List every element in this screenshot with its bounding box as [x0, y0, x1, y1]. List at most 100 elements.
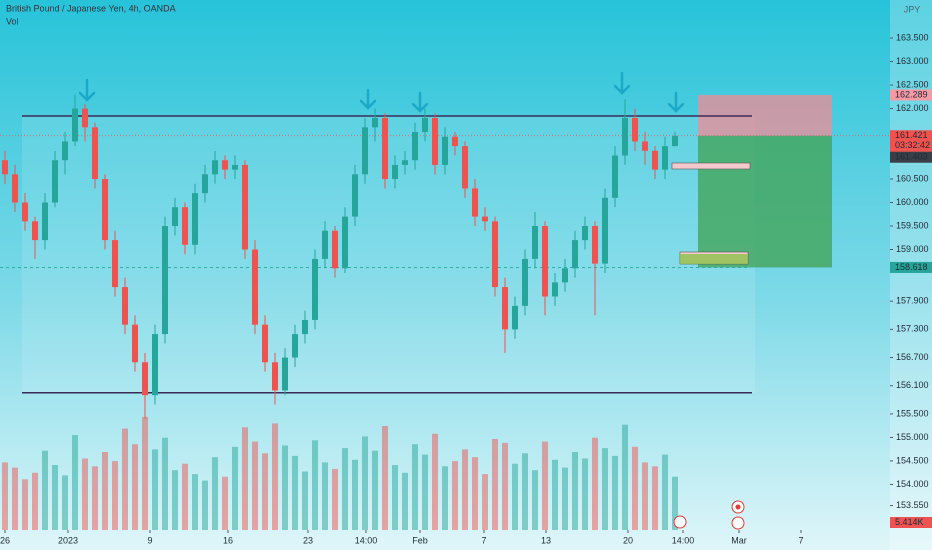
- volume-bar: [622, 424, 628, 530]
- x-tick-label: Mar: [731, 535, 747, 545]
- price-tag: [890, 261, 932, 273]
- candle-body: [282, 357, 288, 391]
- volume-bar: [192, 474, 198, 530]
- candle-body: [112, 240, 118, 288]
- volume-bar: [412, 444, 418, 530]
- volume-bar: [432, 433, 438, 530]
- volume-bar: [402, 472, 408, 530]
- candle-body: [182, 207, 188, 245]
- candle-body: [572, 240, 578, 269]
- volume-bar: [382, 426, 388, 530]
- volume-bar: [262, 453, 268, 530]
- volume-bar: [372, 450, 378, 530]
- volume-bar: [392, 465, 398, 530]
- candle-body: [482, 216, 488, 222]
- volume-bar: [242, 427, 248, 530]
- countdown: 03:32:42: [895, 140, 930, 150]
- price-layer: [0, 94, 890, 419]
- x-tick-label: 23: [303, 535, 313, 545]
- target-zone: [698, 135, 832, 268]
- candle-body: [42, 202, 48, 241]
- candle-body: [232, 164, 238, 170]
- volume-bar: [462, 449, 468, 530]
- candle-body: [372, 117, 378, 128]
- volume-bar: [302, 471, 308, 530]
- arrows: [78, 71, 685, 113]
- candle-body: [522, 258, 528, 306]
- volume-bar: [332, 468, 338, 530]
- volume-bar: [472, 457, 478, 530]
- volume-bar: [92, 466, 98, 530]
- x-tick-label: 13: [541, 535, 551, 545]
- volume-label: Vol: [6, 16, 19, 26]
- volume-bar: [22, 479, 28, 530]
- icon[interactable]: [731, 516, 745, 530]
- candle-body: [142, 362, 148, 396]
- candle-body: [332, 230, 338, 269]
- x-tick-label: 14:00: [355, 535, 378, 545]
- volume-bar: [272, 423, 278, 530]
- volume-bar: [662, 454, 668, 530]
- volume-bar: [232, 446, 238, 530]
- icon[interactable]: [673, 515, 687, 529]
- candle-body: [32, 221, 38, 241]
- volume-bar: [502, 442, 508, 530]
- candle-body: [652, 150, 658, 170]
- candle-body: [422, 117, 428, 133]
- volume-bar: [572, 452, 578, 530]
- candle-body: [462, 146, 468, 189]
- volume-bar: [602, 448, 608, 530]
- volume-bar: [32, 472, 38, 530]
- volume-bar: [582, 458, 588, 530]
- y-tick-label: 154.500: [896, 455, 929, 465]
- candle-body: [252, 249, 258, 325]
- candle-body: [492, 221, 498, 288]
- candle-body: [632, 117, 638, 142]
- volume-bar: [482, 474, 488, 530]
- arrow: [359, 88, 377, 110]
- candle-body: [412, 132, 418, 161]
- candle-body: [82, 108, 88, 128]
- volume-bar: [222, 476, 228, 530]
- x-tick-label: 26: [0, 535, 10, 545]
- volume-tag: [890, 517, 932, 528]
- volume-layer: [2, 416, 678, 530]
- candle-body: [642, 141, 648, 151]
- candle-body: [452, 136, 458, 147]
- volume-bar: [422, 454, 428, 530]
- candle-body: [212, 160, 218, 175]
- y-tick-label: 159.500: [896, 220, 929, 230]
- volume-bar: [42, 450, 48, 530]
- y-tick-label: 155.500: [896, 408, 929, 418]
- candle-body: [172, 207, 178, 227]
- y-tick-label: 155.000: [896, 432, 929, 442]
- volume-bar: [252, 441, 258, 530]
- candle-body: [102, 179, 108, 241]
- price-tag-label: 162.289: [895, 89, 928, 99]
- candle-body: [272, 362, 278, 391]
- y-tick-label: 153.550: [896, 500, 929, 510]
- volume-bar: [52, 465, 58, 530]
- volume-bar: [112, 461, 118, 530]
- candle-body: [222, 160, 228, 170]
- volume-bar: [592, 437, 598, 530]
- candle-body: [442, 136, 448, 165]
- candle-body: [192, 193, 198, 245]
- candle-body: [162, 226, 168, 335]
- volume-bar: [182, 463, 188, 530]
- candle-body: [22, 202, 28, 222]
- candle-body: [262, 324, 268, 363]
- volume-bar: [162, 437, 168, 530]
- volume-bar: [362, 436, 368, 530]
- y-tick-label: 162.500: [896, 79, 929, 89]
- y-tick-label: 156.100: [896, 380, 929, 390]
- candle-body: [502, 287, 508, 330]
- arrow: [613, 71, 631, 95]
- x-tick-label: 7: [481, 535, 486, 545]
- candle-body: [382, 117, 388, 180]
- candle-body: [612, 155, 618, 198]
- candle-body: [512, 305, 518, 330]
- volume-bar: [342, 448, 348, 530]
- icon: [735, 504, 741, 510]
